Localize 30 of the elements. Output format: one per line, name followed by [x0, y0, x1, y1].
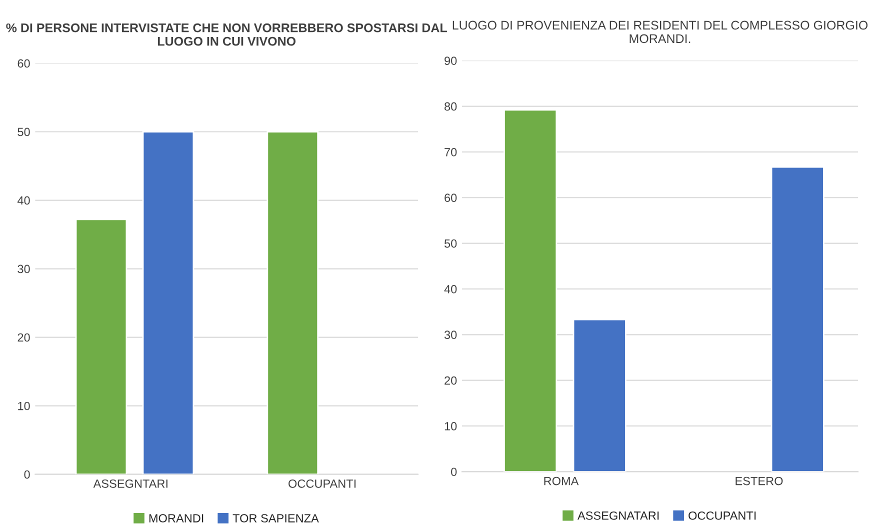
y-tick-label: 80 [444, 102, 457, 111]
y-tick-label: 30 [444, 330, 457, 340]
legend-label: MORANDI [149, 514, 204, 522]
y-tick-label: 20 [18, 333, 30, 342]
x-tick-label: ESTERO [736, 476, 783, 486]
bar [504, 109, 558, 472]
y-tick-label: 50 [18, 128, 30, 136]
y-tick-label: 40 [444, 285, 457, 294]
y-tick-label: 10 [444, 422, 457, 430]
y-tick-label: 0 [451, 468, 457, 476]
y-tick-label: 20 [444, 376, 457, 385]
legend-label: TOR SAPIENZA [232, 514, 319, 522]
y-tick-label: 40 [17, 196, 30, 205]
y-tick-label: 90 [444, 56, 457, 65]
bar [770, 166, 824, 472]
bar [572, 318, 626, 472]
x-tick-label: ASSEGNTARI [93, 479, 168, 488]
x-tick-label: OCCUPANTI [288, 479, 356, 488]
legend-label: ASSEGNATARI [578, 511, 659, 520]
y-tick-label: 70 [444, 148, 457, 156]
x-tick-label: ROMA [544, 476, 579, 486]
chart-title: % DI PERSONE INTERVISTATE CHE NON VORREBBERO SPOSTARSI DAL LUOGO IN CUI VIVONO [6, 23, 447, 46]
y-tick-label: 50 [444, 239, 457, 248]
legend-label: OCCUPANTI [688, 511, 756, 520]
y-tick-label: 60 [444, 194, 457, 202]
y-tick-label: 0 [24, 470, 30, 479]
chart-title: LUOGO DI PROVENIENZA DEI RESIDENTI DEL COMPLESSO GIORGIO MORANDI. [452, 20, 868, 44]
y-tick-label: 10 [18, 402, 30, 410]
y-tick-label: 30 [18, 264, 30, 274]
y-tick-label: 60 [18, 59, 30, 68]
